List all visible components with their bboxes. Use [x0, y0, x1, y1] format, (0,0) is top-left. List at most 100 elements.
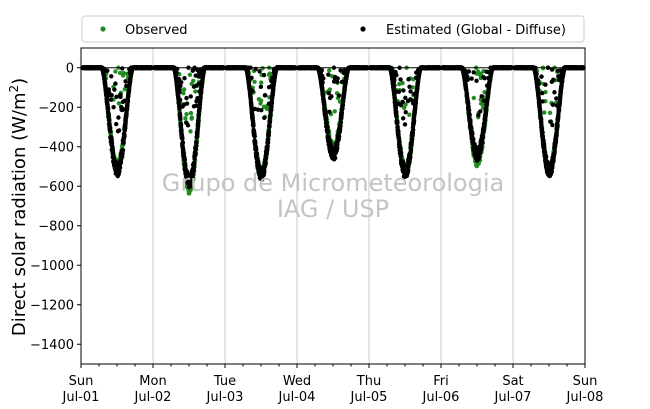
data-point	[267, 124, 272, 129]
data-point	[184, 112, 189, 117]
data-point	[258, 84, 264, 90]
legend-marker-observed	[100, 26, 106, 32]
data-point	[182, 75, 187, 81]
data-point	[106, 114, 111, 119]
data-point	[105, 106, 111, 112]
data-point	[116, 115, 121, 120]
data-point	[180, 136, 185, 141]
data-point	[109, 74, 114, 79]
data-point	[174, 70, 179, 76]
data-point	[120, 66, 125, 71]
data-point	[120, 151, 125, 156]
data-point	[262, 115, 267, 121]
legend: Observed Estimated (Global - Diffuse)	[81, 15, 585, 43]
data-point	[178, 83, 183, 89]
data-point	[263, 160, 268, 166]
data-point	[194, 140, 199, 145]
data-point	[113, 69, 118, 74]
legend-box	[81, 15, 585, 43]
data-point	[251, 123, 256, 128]
data-point	[114, 94, 119, 99]
data-point	[181, 90, 186, 96]
data-point	[267, 120, 273, 125]
data-point	[542, 110, 547, 115]
data-point	[116, 128, 122, 133]
data-point	[547, 110, 553, 115]
data-point	[105, 68, 110, 73]
data-point	[114, 121, 119, 127]
data-point	[180, 140, 186, 145]
data-point	[188, 110, 194, 116]
data-point	[109, 93, 114, 98]
legend-label-observed: Observed	[125, 23, 188, 38]
data-point	[253, 140, 258, 145]
data-point	[193, 89, 198, 94]
data-point	[266, 130, 272, 136]
data-point	[184, 101, 190, 106]
data-point	[184, 95, 189, 101]
data-point	[480, 102, 485, 107]
data-point	[263, 93, 268, 98]
data-point	[177, 106, 182, 112]
data-point	[400, 80, 405, 86]
data-point	[112, 87, 117, 92]
data-point	[261, 72, 267, 78]
data-point	[108, 129, 113, 134]
data-point	[258, 98, 264, 104]
data-point	[178, 122, 184, 128]
data-point	[185, 123, 191, 128]
data-point	[113, 159, 118, 165]
data-point	[121, 140, 126, 145]
data-point	[189, 115, 195, 120]
data-point	[110, 148, 116, 153]
y-axis-label-exponent: 2	[7, 85, 21, 93]
data-point	[113, 81, 118, 86]
data-point	[252, 79, 257, 85]
data-point	[118, 94, 123, 100]
y-axis-label: Direct solar radiation (W/m2)	[7, 78, 30, 336]
data-point	[125, 99, 131, 104]
data-point	[187, 72, 193, 77]
data-point	[179, 127, 184, 133]
data-point	[327, 87, 333, 92]
data-point	[117, 165, 123, 170]
data-point	[177, 87, 182, 92]
data-point	[177, 97, 183, 102]
data-point	[121, 70, 126, 76]
data-point	[117, 70, 123, 76]
data-point	[254, 147, 259, 152]
data-point	[179, 80, 184, 85]
data-point	[250, 88, 255, 94]
legend-label-estimated: Estimated (Global - Diffuse)	[386, 23, 566, 38]
data-point	[122, 134, 127, 139]
data-point	[191, 78, 196, 83]
data-point	[122, 87, 128, 92]
data-point	[107, 117, 112, 123]
data-point	[249, 75, 254, 81]
data-point	[396, 81, 402, 87]
data-point	[257, 69, 262, 74]
data-point	[252, 134, 257, 139]
x-grid-lines	[152, 48, 514, 364]
data-point	[403, 102, 408, 107]
data-point	[118, 160, 124, 165]
data-point	[260, 66, 265, 71]
data-point	[106, 87, 112, 92]
data-point	[120, 147, 126, 153]
data-point	[193, 150, 198, 156]
data-point	[407, 112, 412, 117]
data-point	[259, 108, 264, 113]
data-point	[332, 109, 337, 114]
data-point	[123, 79, 128, 84]
data-point	[254, 151, 259, 156]
data-point	[108, 97, 114, 102]
data-point	[259, 80, 264, 85]
data-point	[116, 101, 122, 106]
data-point	[183, 116, 188, 121]
data-point	[188, 129, 193, 134]
data-point	[188, 94, 193, 99]
y-axis-label-main: Direct solar radiation (W/m	[9, 93, 30, 337]
data-point	[192, 161, 197, 166]
data-point	[111, 104, 116, 110]
